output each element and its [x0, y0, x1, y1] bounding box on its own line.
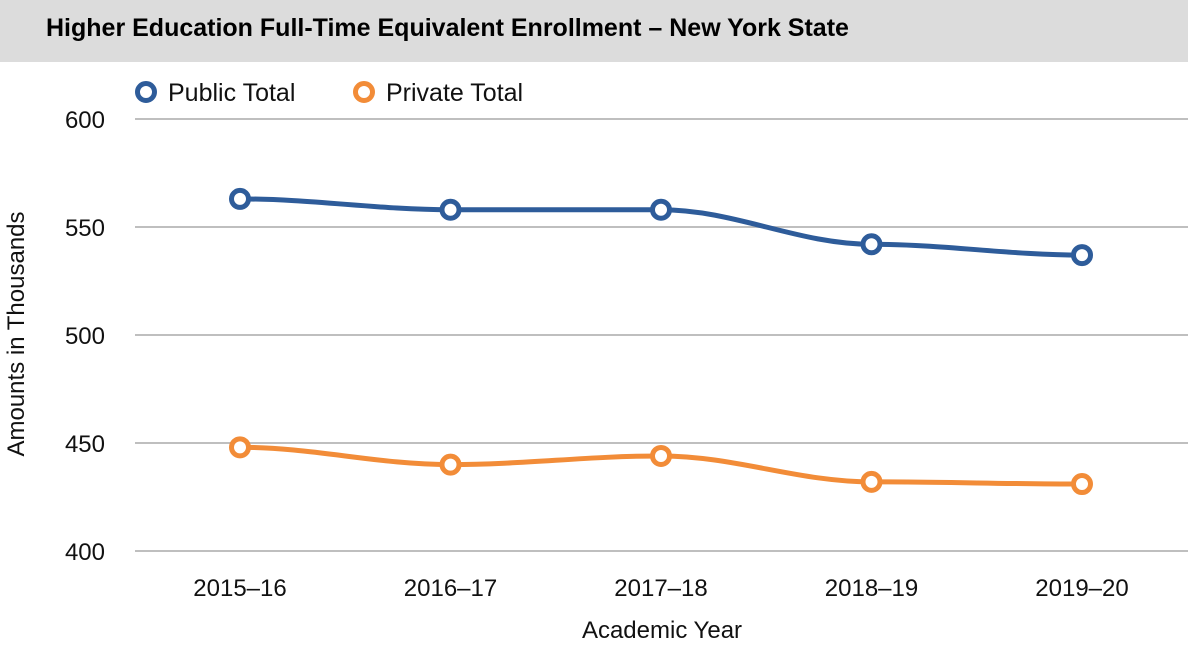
y-tick-label: 500	[65, 323, 105, 350]
legend-label: Private Total	[386, 79, 523, 107]
y-axis-ticks: 400 450 500 550 600	[65, 107, 105, 566]
data-point	[860, 233, 883, 256]
x-tick-label: 2016–17	[404, 575, 497, 602]
x-tick-label: 2019–20	[1035, 575, 1128, 602]
y-axis-title: Amounts in Thousands	[3, 211, 30, 456]
legend-label: Public Total	[168, 79, 295, 107]
title-bar: Higher Education Full-Time Equivalent En…	[0, 0, 1188, 62]
gridlines	[135, 118, 1188, 552]
legend-item: Private Total	[353, 79, 523, 107]
series-0	[229, 187, 1093, 267]
y-tick-label: 550	[65, 215, 105, 242]
data-point	[860, 470, 883, 493]
y-tick-label: 450	[65, 431, 105, 458]
x-axis-title: Academic Year	[582, 617, 742, 644]
data-point	[1071, 473, 1093, 496]
data-point	[439, 453, 462, 476]
data-point	[1071, 244, 1093, 267]
x-tick-label: 2017–18	[614, 575, 707, 602]
x-tick-label: 2018–19	[825, 575, 918, 602]
legend-item: Public Total	[135, 79, 295, 107]
legend-marker-icon	[135, 81, 157, 103]
x-tick-label: 2015–16	[193, 575, 286, 602]
series-layer	[229, 187, 1093, 496]
data-point	[650, 444, 672, 467]
y-tick-label: 400	[65, 539, 105, 566]
data-point	[229, 187, 251, 210]
data-point	[439, 198, 462, 221]
data-point	[650, 198, 672, 221]
x-axis-ticks: 2015–16 2016–17 2017–18 2018–19 2019–20	[193, 575, 1128, 602]
series-1	[229, 436, 1093, 496]
chart-title: Higher Education Full-Time Equivalent En…	[46, 14, 849, 42]
data-point	[229, 436, 251, 459]
legend-marker-icon	[353, 81, 375, 103]
legend: Public Total Private Total	[135, 79, 523, 107]
y-tick-label: 600	[65, 107, 105, 134]
